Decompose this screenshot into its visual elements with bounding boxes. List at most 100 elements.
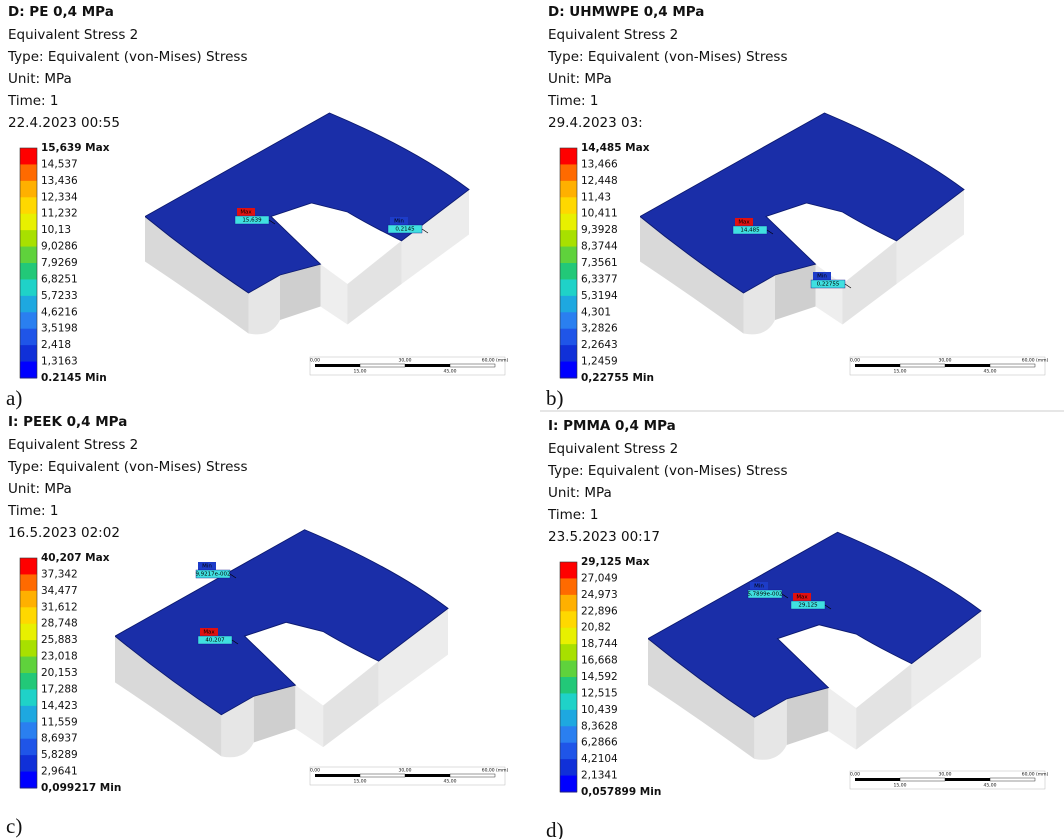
- legend-bin: [560, 263, 577, 280]
- legend-label: 20,82: [581, 622, 611, 634]
- probe-tag: Max: [738, 220, 750, 226]
- legend-label: 28,748: [41, 618, 78, 630]
- legend-bin: [20, 706, 37, 723]
- legend-label: 13,466: [581, 158, 618, 170]
- scale-bar-black-2: [405, 774, 450, 777]
- legend-bin: [20, 722, 37, 739]
- legend-label: 34,477: [41, 585, 78, 597]
- scale-bar-white-1: [900, 778, 945, 781]
- probe-tag: Max: [240, 210, 252, 216]
- legend-label: 0,099217 Min: [41, 782, 121, 794]
- legend-bin: [560, 743, 577, 760]
- legend-label: 18,744: [581, 638, 618, 650]
- probe-tag: Min: [817, 274, 827, 280]
- legend-bin: [560, 726, 577, 743]
- legend-bin: [560, 329, 577, 346]
- probe-tag: Min: [202, 564, 212, 570]
- probe-tag: Min: [394, 219, 404, 225]
- legend-bin: [560, 644, 577, 661]
- panel-title: D: PE 0,4 MPa: [8, 4, 114, 20]
- legend-label: 12,448: [581, 175, 618, 187]
- scale-label: 0,00: [850, 358, 860, 364]
- legend-bin: [20, 624, 37, 641]
- legend-bin: [560, 562, 577, 579]
- scale-bar-black-1: [315, 364, 360, 367]
- legend-bin: [20, 296, 37, 313]
- legend-label: 4,301: [581, 306, 611, 318]
- legend-label: 11,559: [41, 716, 78, 728]
- panel-label: d): [546, 818, 564, 839]
- scale-label: 15,00: [894, 369, 907, 375]
- probe-tag: Min: [754, 584, 764, 590]
- legend-label: 7,9269: [41, 257, 78, 269]
- panel-label: a): [6, 386, 22, 410]
- legend-bin: [560, 164, 577, 181]
- info-line: Time: 1: [7, 93, 58, 109]
- legend-bin: [20, 689, 37, 706]
- scale-bar-white-1: [900, 364, 945, 367]
- legend-label: 10,411: [581, 208, 618, 220]
- legend-label: 24,973: [581, 589, 618, 601]
- scale-bar-black-2: [945, 778, 990, 781]
- legend-bin: [20, 181, 37, 198]
- legend-label: 40,207 Max: [41, 552, 110, 564]
- legend-bin: [560, 661, 577, 678]
- scale-bar-black-2: [945, 364, 990, 367]
- legend-bin: [20, 345, 37, 362]
- info-line: Type: Equivalent (von-Mises) Stress: [547, 463, 787, 479]
- panel-title: I: PEEK 0,4 MPa: [8, 414, 127, 430]
- info-line: 16.5.2023 02:02: [8, 525, 120, 541]
- legend-bin: [20, 214, 37, 231]
- legend-bin: [560, 611, 577, 628]
- info-line: Time: 1: [547, 93, 598, 109]
- legend-label: 29,125 Max: [581, 556, 650, 568]
- legend-label: 9,0286: [41, 241, 78, 253]
- scale-bar-black-1: [855, 364, 900, 367]
- legend-label: 4,6216: [41, 306, 78, 318]
- panel-title: I: PMMA 0,4 MPa: [548, 418, 676, 434]
- legend-label: 25,883: [41, 634, 78, 646]
- legend-label: 12,334: [41, 191, 78, 203]
- legend-label: 8,3744: [581, 241, 618, 253]
- legend-bin: [560, 776, 577, 793]
- legend-label: 2,2643: [581, 339, 618, 351]
- legend-bin: [20, 247, 37, 264]
- probe-value: 29,125: [798, 603, 818, 609]
- legend-label: 5,7233: [41, 290, 78, 302]
- legend-bin: [560, 296, 577, 313]
- info-line: Unit: MPa: [548, 71, 612, 87]
- legend-label: 11,232: [41, 208, 78, 220]
- model: [145, 113, 469, 334]
- legend-bin: [560, 345, 577, 362]
- legend-bin: [560, 197, 577, 214]
- panel-label: c): [6, 814, 22, 838]
- scale-bar-white-1: [360, 774, 405, 777]
- info-line: Unit: MPa: [548, 485, 612, 501]
- info-line: Type: Equivalent (von-Mises) Stress: [7, 459, 247, 475]
- info-line: Time: 1: [7, 503, 58, 519]
- panel-title: D: UHMWPE 0,4 MPa: [548, 4, 704, 20]
- legend-label: 14,592: [581, 671, 618, 683]
- legend-label: 0.2145 Min: [41, 372, 107, 384]
- legend-bin: [20, 657, 37, 674]
- scale-label: 30,00: [399, 358, 412, 364]
- figure: D: PE 0,4 MPa Equivalent Stress 2 Type: Eq…: [0, 0, 1064, 839]
- probe-value: 9,9217e-002: [195, 572, 230, 578]
- info-line: Unit: MPa: [8, 481, 72, 497]
- legend-label: 16,668: [581, 655, 618, 667]
- scale-label: 15,00: [354, 779, 367, 785]
- scale-label: 0,00: [310, 768, 320, 774]
- legend-label: 8,3628: [581, 720, 618, 732]
- legend-label: 7,3561: [581, 257, 618, 269]
- legend-bin: [560, 710, 577, 727]
- legend-bin: [560, 230, 577, 247]
- legend-bin: [560, 214, 577, 231]
- info-line: Equivalent Stress 2: [548, 27, 678, 43]
- info-line: Equivalent Stress 2: [8, 437, 138, 453]
- legend-bin: [20, 312, 37, 329]
- legend-label: 6,2866: [581, 737, 618, 749]
- info-line: Type: Equivalent (von-Mises) Stress: [7, 49, 247, 65]
- probe-tag: Max: [203, 630, 215, 636]
- legend-label: 2,9641: [41, 766, 78, 778]
